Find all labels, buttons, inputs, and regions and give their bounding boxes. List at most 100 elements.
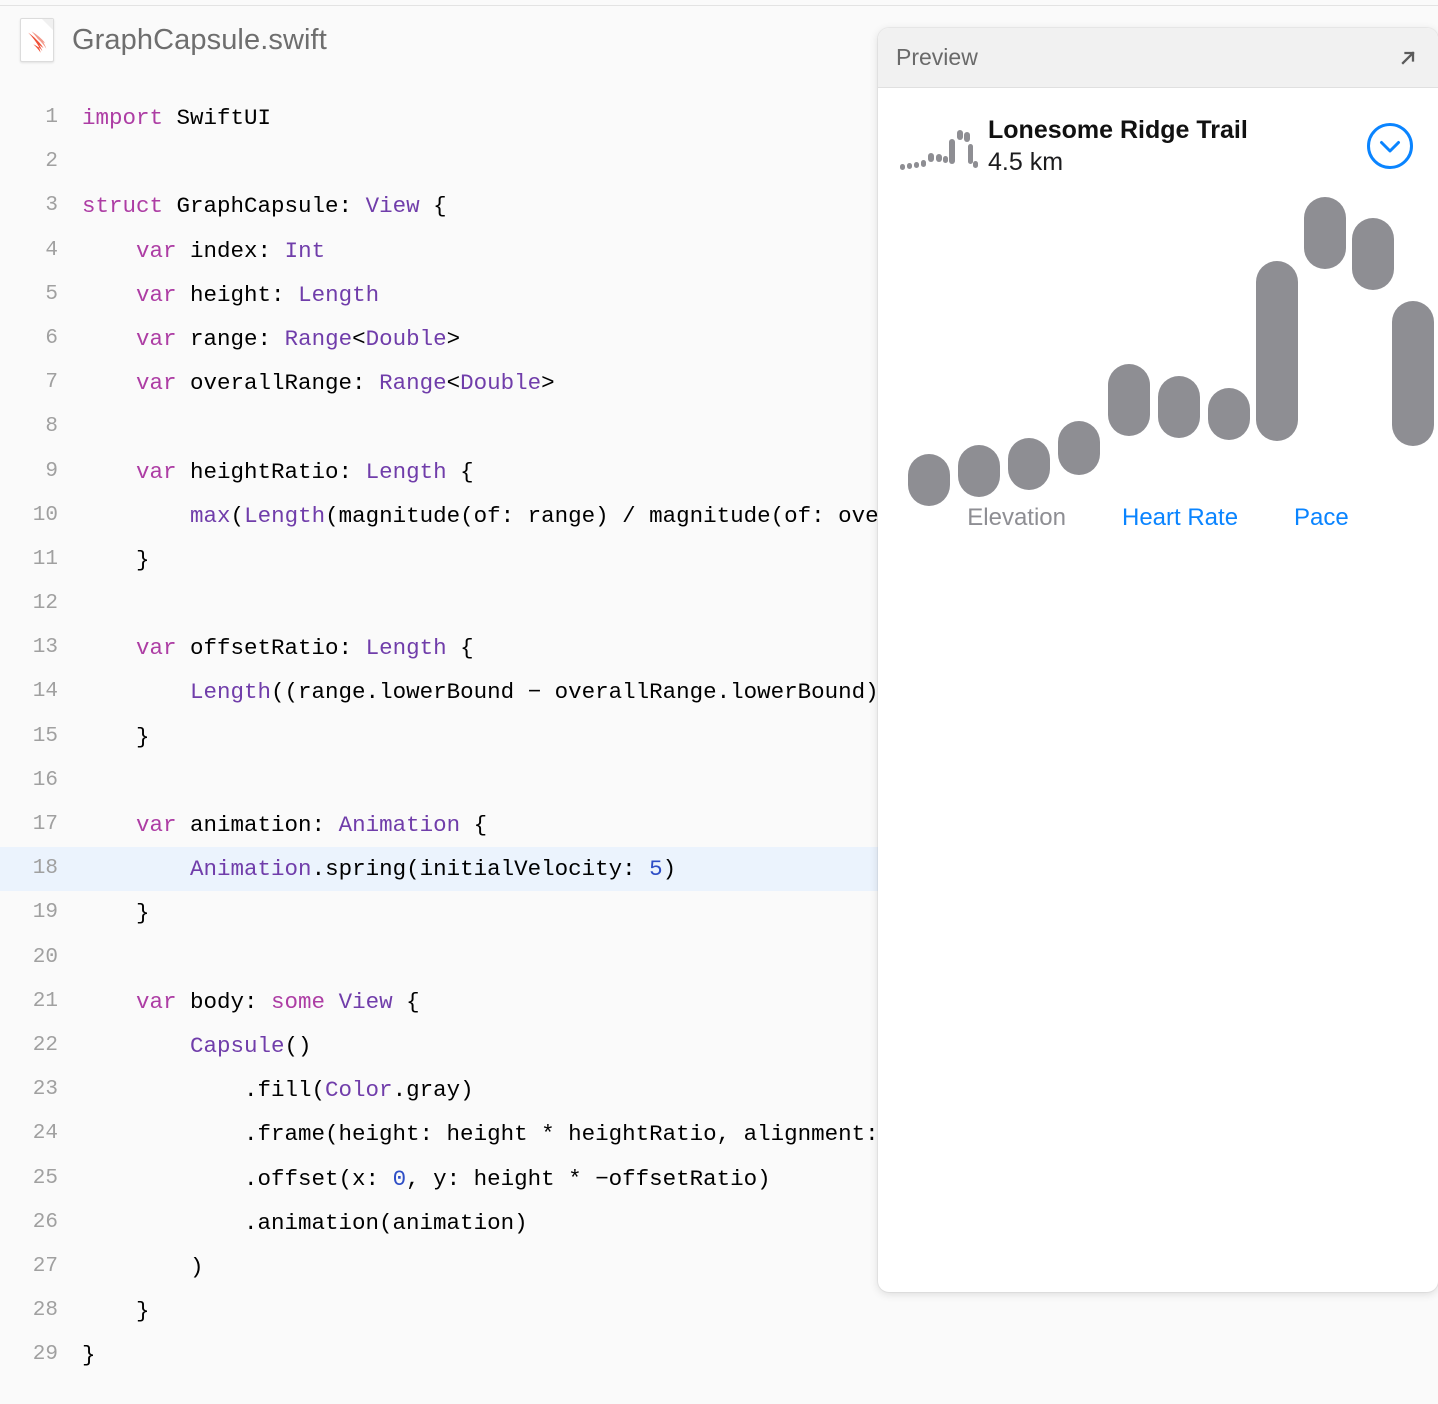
thumbnail-capsule-bar — [936, 154, 942, 162]
code-token: var — [136, 237, 177, 264]
thumbnail-capsule-bar — [907, 163, 912, 169]
line-number: 8 — [45, 415, 58, 439]
code-line[interactable]: 20 — [0, 936, 900, 980]
code-line[interactable]: 19 } — [0, 891, 900, 935]
code-token: Animation — [190, 856, 312, 883]
code-line[interactable]: 7 var overallRange: Range<Double> — [0, 361, 900, 405]
code-line[interactable]: 16 — [0, 759, 900, 803]
code-token: .offset(x: — [82, 1165, 393, 1192]
code-token: < — [446, 370, 461, 397]
code-line[interactable]: 28 } — [0, 1289, 900, 1333]
code-line-text[interactable]: var animation: Animation { — [58, 803, 487, 847]
code-line[interactable]: 11 } — [0, 538, 900, 582]
graph-capsule-bar — [958, 445, 1000, 497]
code-line-text[interactable]: Length((range.lowerBound − overallRange.… — [58, 670, 900, 714]
code-token: { — [446, 635, 474, 662]
code-line[interactable]: 23 .fill(Color.gray) — [0, 1068, 900, 1112]
code-line-text[interactable]: } — [58, 715, 150, 759]
code-line-text[interactable]: } — [58, 891, 150, 935]
code-line[interactable]: 5 var height: Length — [0, 273, 900, 317]
code-line-text[interactable]: var offsetRatio: Length { — [58, 626, 474, 670]
code-line[interactable]: 27 ) — [0, 1245, 900, 1289]
graph-capsule-bar — [1208, 388, 1250, 440]
swift-bird-glyph — [28, 31, 47, 53]
code-line[interactable]: 2 — [0, 140, 900, 184]
code-token: var — [136, 458, 177, 485]
line-number: 20 — [32, 945, 58, 969]
line-number: 21 — [32, 989, 58, 1013]
code-line-text[interactable]: .fill(Color.gray) — [58, 1068, 474, 1112]
code-line-text[interactable]: max(Length(magnitude(of: range) / magnit… — [58, 494, 900, 538]
code-token: ( — [230, 502, 245, 529]
code-line-text[interactable]: } — [58, 538, 150, 582]
line-number: 25 — [32, 1166, 58, 1190]
code-line-text[interactable]: } — [58, 1289, 150, 1333]
code-line-text[interactable]: .frame(height: height * heightRatio, ali… — [58, 1112, 900, 1156]
code-line[interactable]: 13 var offsetRatio: Length { — [0, 626, 900, 670]
code-line[interactable]: 18 Animation.spring(initialVelocity: 5) — [0, 847, 900, 892]
code-line[interactable]: 8 — [0, 405, 900, 449]
code-line-text[interactable]: .animation(animation) — [58, 1201, 528, 1245]
code-token: GraphCapsule: — [163, 193, 366, 220]
code-line[interactable]: 25 .offset(x: 0, y: height * −offsetRati… — [0, 1157, 900, 1201]
code-line[interactable]: 24 .frame(height: height * heightRatio, … — [0, 1112, 900, 1156]
preview-panel-header: Preview — [878, 28, 1438, 88]
code-line[interactable]: 15 } — [0, 715, 900, 759]
code-line[interactable]: 4 var index: Int — [0, 229, 900, 273]
code-line[interactable]: 17 var animation: Animation { — [0, 803, 900, 847]
code-token: View — [338, 988, 393, 1015]
code-token: { — [446, 458, 474, 485]
code-line[interactable]: 1 import SwiftUI — [0, 96, 900, 140]
legend-item-elevation[interactable]: Elevation — [967, 504, 1066, 531]
code-line-text[interactable]: var height: Length — [58, 273, 379, 317]
code-line-text[interactable]: .offset(x: 0, y: height * −offsetRatio) — [58, 1157, 771, 1201]
code-line[interactable]: 3 struct GraphCapsule: View { — [0, 184, 900, 228]
line-number: 9 — [45, 459, 58, 483]
line-number: 4 — [45, 238, 58, 262]
code-line-text[interactable]: } — [58, 1333, 96, 1377]
arrow-up-right-icon[interactable] — [1390, 40, 1426, 76]
code-line[interactable]: 29} — [0, 1333, 900, 1377]
swift-file-icon — [20, 18, 54, 62]
code-token: Length — [190, 679, 272, 706]
trail-card[interactable]: Lonesome Ridge Trail 4.5 km — [878, 88, 1438, 178]
code-token: var — [136, 281, 177, 308]
code-line[interactable]: 21 var body: some View { — [0, 980, 900, 1024]
code-line-text[interactable]: Capsule() — [58, 1024, 312, 1068]
thumbnail-capsule-bar — [914, 162, 919, 168]
code-line-text[interactable]: var index: Int — [58, 229, 325, 273]
code-line-text[interactable]: var heightRatio: Length { — [58, 450, 474, 494]
line-number: 16 — [32, 768, 58, 792]
line-number: 6 — [45, 326, 58, 350]
code-editor[interactable]: 1 import SwiftUI 2 3 struct GraphCapsule: Vi… — [0, 96, 900, 1377]
thumbnail-capsule-bar — [928, 153, 934, 162]
code-line-text[interactable]: var range: Range<Double> — [58, 317, 460, 361]
code-line[interactable]: 12 — [0, 582, 900, 626]
code-line[interactable]: 9 var heightRatio: Length { — [0, 450, 900, 494]
chevron-down-circle-icon[interactable] — [1366, 122, 1414, 170]
preview-title: Preview — [896, 44, 978, 70]
code-line[interactable]: 14 Length((range.lowerBound − overallRan… — [0, 670, 900, 714]
code-line[interactable]: 10 max(Length(magnitude(of: range) / mag… — [0, 494, 900, 538]
chevron-down-circle-glyph — [1367, 123, 1413, 169]
code-line-text[interactable]: struct GraphCapsule: View { — [58, 184, 447, 228]
code-token — [82, 989, 136, 1015]
code-line[interactable]: 26 .animation(animation) — [0, 1201, 900, 1245]
legend-item-heart-rate[interactable]: Heart Rate — [1121, 504, 1239, 531]
legend-item-pace[interactable]: Pace — [1294, 504, 1349, 531]
code-line-text[interactable]: Animation.spring(initialVelocity: 5) — [58, 847, 676, 891]
code-token: ((range.lowerBound − overallRange.lowerB… — [271, 679, 900, 706]
trail-distance: 4.5 km — [988, 148, 1064, 176]
code-line-text[interactable]: var overallRange: Range<Double> — [58, 361, 555, 405]
thumbnail-capsule-bar — [964, 132, 970, 142]
code-token — [82, 635, 136, 661]
code-line[interactable]: 6 var range: Range<Double> — [0, 317, 900, 361]
line-number: 5 — [45, 282, 58, 306]
code-line-text[interactable]: ) — [58, 1245, 204, 1289]
file-header: GraphCapsule.swift — [20, 18, 327, 62]
code-line-text[interactable]: var body: some View { — [58, 980, 420, 1024]
code-line[interactable]: 22 Capsule() — [0, 1024, 900, 1068]
code-line-text[interactable]: import SwiftUI — [58, 96, 271, 140]
code-token: animation: — [176, 812, 339, 838]
code-token: max — [190, 502, 231, 529]
